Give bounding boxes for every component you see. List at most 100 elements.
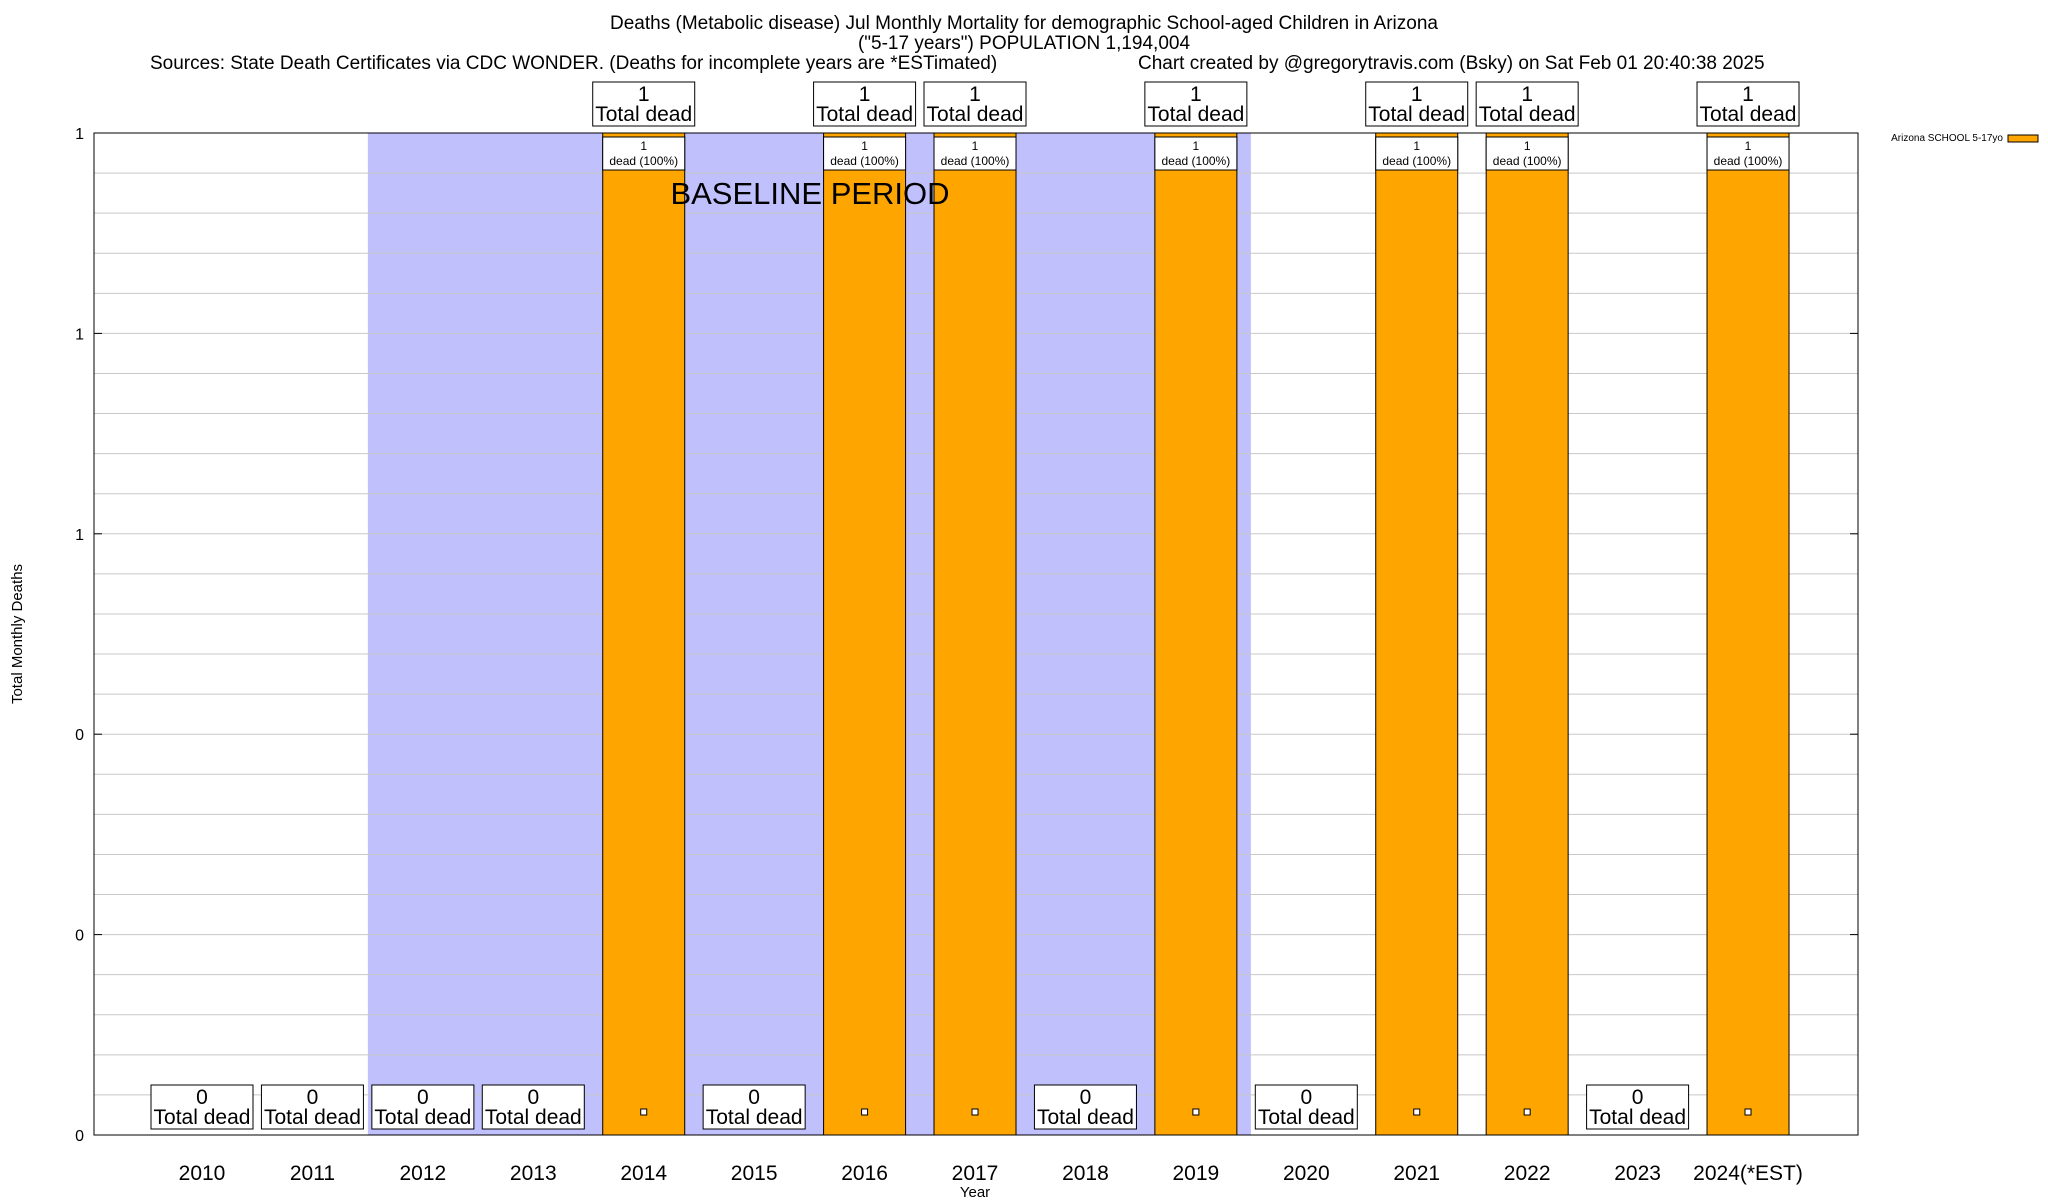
x-tick-label-2024(*EST): 2024(*EST) [1693,1162,1803,1185]
bar-label-box [933,136,1017,171]
x-marker [640,1108,648,1116]
x-tick-label-2012: 2012 [400,1162,447,1185]
total-dead-box [1144,81,1248,127]
chart-subtitle: ("5-17 years") POPULATION 1,194,004 [857,33,1191,54]
total-dead-count: 1 [1190,83,1202,106]
y-tick-label: 1 [75,326,84,343]
total-dead-count: 0 [1632,1086,1644,1109]
legend-label: Arizona SCHOOL 5-17yo [1891,133,2003,144]
x-tick-label-2018: 2018 [1062,1162,1109,1185]
baseline-period-shade [367,133,1251,1135]
total-dead-count: 0 [196,1086,208,1109]
total-dead-count: 1 [1742,83,1754,106]
x-tick-label-2023: 2023 [1614,1162,1661,1185]
x-tick-label-2016: 2016 [841,1162,888,1185]
bar-2016 [823,132,907,1136]
total-dead-box [1033,1084,1137,1130]
total-dead-label: Total dead [154,1106,251,1129]
x-tick-label-2010: 2010 [179,1162,226,1185]
total-dead-count: 1 [969,83,981,106]
total-dead-count: 0 [417,1086,429,1109]
bar-2022 [1485,132,1569,1136]
total-dead-box [1475,81,1579,127]
x-tick-label-2015: 2015 [731,1162,778,1185]
baseline-period-label: BASELINE PERIOD [670,176,949,211]
total-dead-box [1365,81,1469,127]
total-dead-box [813,81,917,127]
bar-label-pct: dead (100%) [1493,154,1562,168]
x-marker [861,1108,869,1116]
total-dead-box [592,81,696,127]
bar-label-pct: dead (100%) [1162,154,1231,168]
total-dead-box [923,81,1027,127]
y-tick-label: 1 [75,126,84,143]
total-dead-box [702,1084,806,1130]
bar-label-box [1485,136,1569,171]
total-dead-box [1254,1084,1358,1130]
total-dead-label: Total dead [1037,1106,1134,1129]
bar-label-box [1375,136,1459,171]
total-dead-count: 0 [527,1086,539,1109]
bar-label-count: 1 [972,139,979,153]
bar-2024(*EST) [1706,132,1790,1136]
x-tick-label-2020: 2020 [1283,1162,1330,1185]
bar-2017 [933,132,1017,1136]
bar-label-count: 1 [1413,139,1420,153]
bar-label-box [1706,136,1790,171]
total-dead-label: Total dead [1589,1106,1686,1129]
x-marker [1192,1108,1200,1116]
total-dead-label: Total dead [595,103,692,126]
plot-border [93,132,1859,1136]
total-dead-label: Total dead [706,1106,803,1129]
sources-note: Sources: State Death Certificates via CD… [150,53,998,74]
bar-2021 [1375,132,1459,1136]
total-dead-box [260,1084,364,1130]
bar-label-pct: dead (100%) [1382,154,1451,168]
total-dead-label: Total dead [927,103,1024,126]
bar-label-box [1154,136,1238,171]
total-dead-label: Total dead [1479,103,1576,126]
total-dead-count: 1 [1411,83,1423,106]
x-tick-label-2021: 2021 [1393,1162,1440,1185]
bar-2014 [602,132,686,1136]
legend-swatch [2007,134,2039,143]
total-dead-label: Total dead [816,103,913,126]
bar-label-pct: dead (100%) [830,154,899,168]
total-dead-count: 0 [307,1086,319,1109]
bar-label-pct: dead (100%) [941,154,1010,168]
total-dead-label: Total dead [374,1106,471,1129]
x-marker [1413,1108,1421,1116]
y-tick-label: 1 [75,527,84,544]
total-dead-count: 1 [638,83,650,106]
y-tick-label: 0 [75,727,84,744]
y-tick-label: 0 [75,928,84,945]
x-tick-label-2011: 2011 [290,1162,335,1185]
bar-label-count: 1 [640,139,647,153]
total-dead-label: Total dead [485,1106,582,1129]
total-dead-box [1696,81,1800,127]
y-axis-label: Total Monthly Deaths [9,564,26,704]
bar-label-count: 1 [861,139,868,153]
total-dead-label: Total dead [264,1106,361,1129]
total-dead-box [150,1084,254,1130]
bar-label-count: 1 [1745,139,1752,153]
total-dead-count: 1 [1521,83,1533,106]
x-marker [1744,1108,1752,1116]
total-dead-count: 0 [1300,1086,1312,1109]
total-dead-box [371,1084,475,1130]
bar-label-count: 1 [1193,139,1200,153]
total-dead-count: 1 [859,83,871,106]
x-tick-label-2019: 2019 [1173,1162,1220,1185]
total-dead-label: Total dead [1368,103,1465,126]
total-dead-label: Total dead [1147,103,1244,126]
x-tick-label-2017: 2017 [952,1162,999,1185]
total-dead-box [1586,1084,1690,1130]
total-dead-label: Total dead [1258,1106,1355,1129]
x-tick-label-2014: 2014 [620,1162,667,1185]
bar-2019 [1154,132,1238,1136]
x-marker [971,1108,979,1116]
total-dead-label: Total dead [1700,103,1797,126]
chart-title: Deaths (Metabolic disease) Jul Monthly M… [610,13,1438,34]
x-tick-label-2013: 2013 [510,1162,557,1185]
